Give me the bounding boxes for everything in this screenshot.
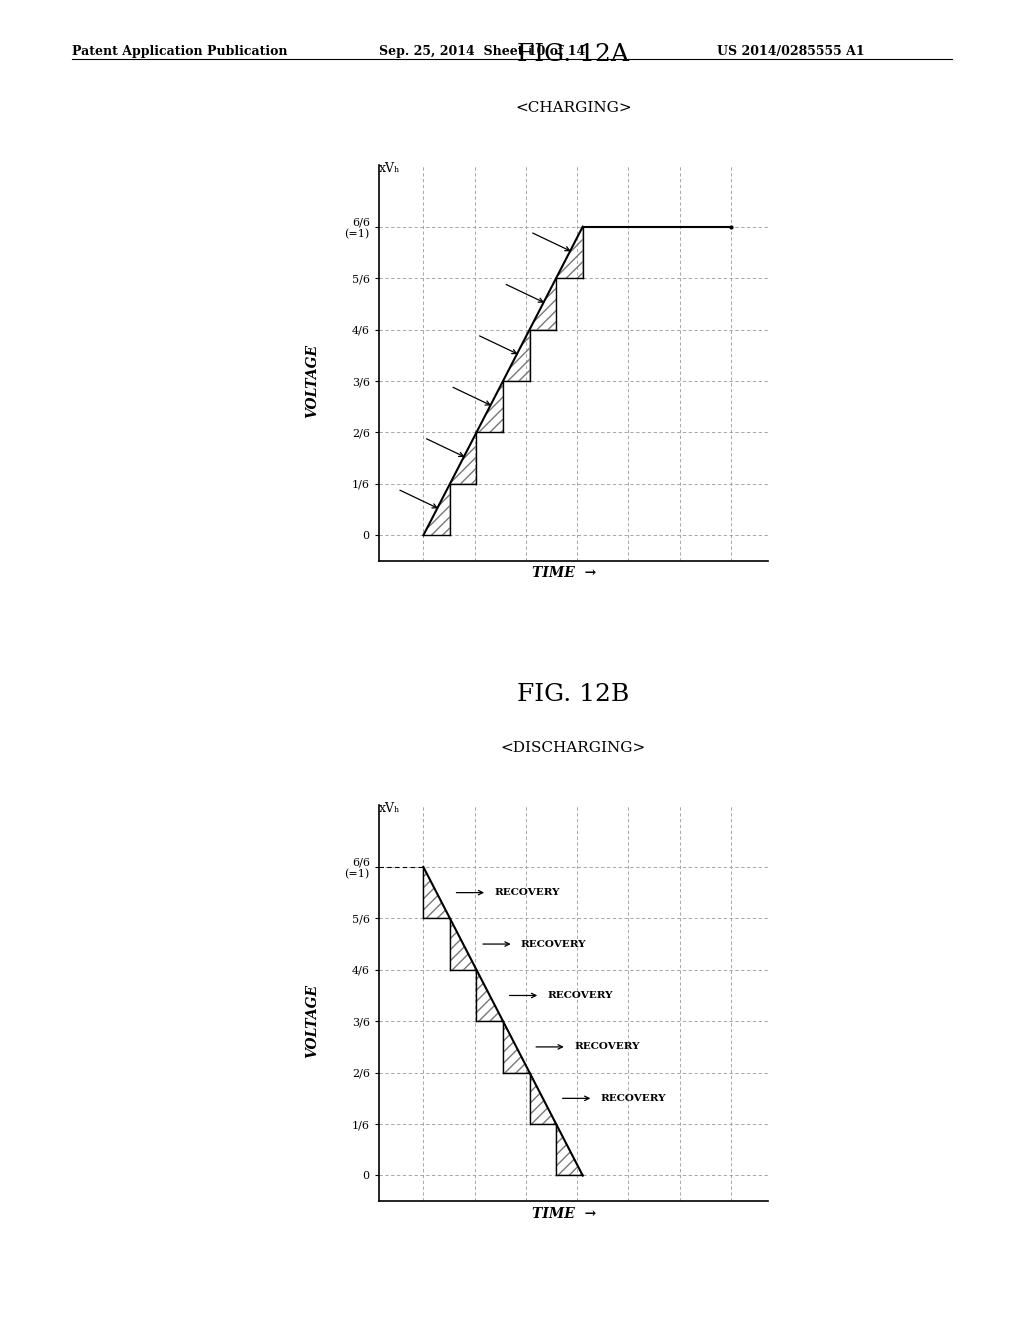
Text: FIG. 12A: FIG. 12A — [517, 44, 630, 66]
Text: Patent Application Publication: Patent Application Publication — [72, 45, 287, 58]
Text: RECOVERY: RECOVERY — [574, 1043, 640, 1052]
Text: xVₕ: xVₕ — [379, 803, 400, 816]
Text: VOLTAGE: VOLTAGE — [305, 985, 319, 1059]
Text: FIG. 12B: FIG. 12B — [517, 684, 630, 706]
Text: xVₕ: xVₕ — [379, 162, 400, 176]
Text: US 2014/0285555 A1: US 2014/0285555 A1 — [717, 45, 864, 58]
Text: RECOVERY: RECOVERY — [548, 991, 613, 1001]
Text: TIME  →: TIME → — [532, 1206, 596, 1221]
Text: RECOVERY: RECOVERY — [495, 888, 560, 898]
Text: <DISCHARGING>: <DISCHARGING> — [501, 741, 646, 755]
Text: VOLTAGE: VOLTAGE — [305, 345, 319, 418]
Text: <CHARGING>: <CHARGING> — [515, 100, 632, 115]
Text: TIME  →: TIME → — [532, 566, 596, 581]
Text: RECOVERY: RECOVERY — [601, 1094, 667, 1102]
Text: RECOVERY: RECOVERY — [521, 940, 587, 949]
Text: Sep. 25, 2014  Sheet 10 of 14: Sep. 25, 2014 Sheet 10 of 14 — [379, 45, 585, 58]
